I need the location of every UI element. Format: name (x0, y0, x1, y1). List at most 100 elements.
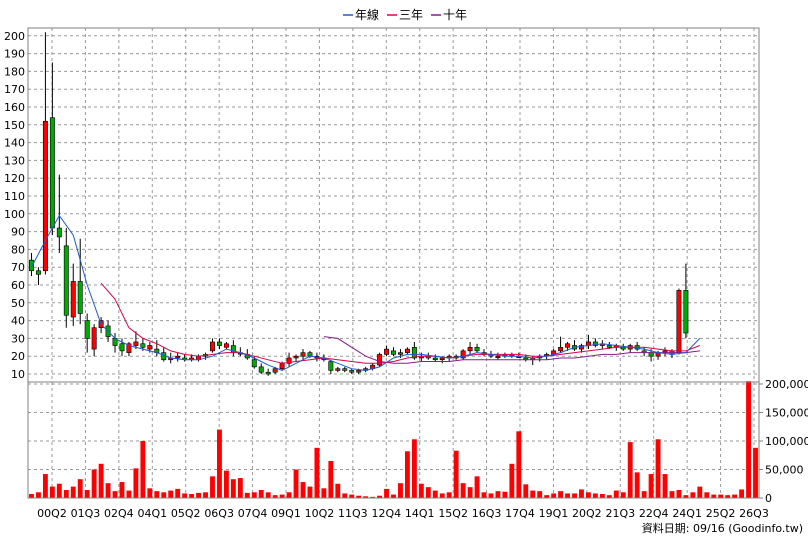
candle-body (377, 354, 383, 366)
candle-body (42, 120, 48, 272)
volume-bar (196, 492, 202, 498)
x-axis: 00Q2 01Q3 02Q4 04Q1 05Q2 06Q3 07Q4 09Q1 10Q2 11Q3… (37, 507, 769, 520)
volume-bar (189, 494, 195, 498)
volume-bar (648, 474, 654, 498)
volume-bar (704, 492, 710, 498)
candle-body (349, 370, 355, 373)
price-tick-label: 70 (11, 261, 25, 274)
volume-bar (634, 472, 640, 498)
candle-body (384, 348, 389, 355)
candle-body (70, 281, 76, 318)
volume-bar (662, 474, 668, 498)
price-tick-label: 140 (4, 137, 25, 150)
volume-bar (77, 479, 83, 498)
x-tick-label: 14Q1 (405, 507, 435, 520)
volume-bar (328, 460, 334, 498)
candle-body (606, 345, 612, 348)
price-tick-label: 40 (11, 315, 25, 328)
price-tick-label: 100 (4, 208, 25, 221)
price-tick-label: 60 (11, 279, 25, 292)
volume-bar (126, 490, 132, 498)
candle-body (307, 352, 313, 357)
volume-bar (516, 431, 522, 498)
candle-body (432, 357, 438, 361)
volume-bar (70, 486, 76, 498)
candle-body (676, 290, 682, 353)
volume-bar (342, 493, 348, 498)
volume-bar (725, 495, 731, 498)
candle-body (210, 341, 215, 352)
volume-bar (42, 474, 48, 498)
candle-body (84, 320, 90, 339)
price-tick-label: 200 (4, 30, 25, 43)
candle-body (63, 245, 69, 316)
volume-bar (63, 490, 69, 498)
candle-body (251, 359, 257, 368)
candle-body (223, 343, 229, 348)
volume-bar (746, 381, 751, 498)
volume-bar (488, 493, 494, 498)
volume-bar (467, 487, 473, 498)
volume-bar (606, 495, 612, 498)
volume-bar (203, 492, 208, 498)
volume-bar (453, 450, 459, 498)
price-tick-label: 180 (4, 65, 25, 78)
volume-bar (585, 492, 591, 498)
candle-body (77, 281, 83, 314)
candle-body (342, 368, 348, 371)
volume-bar (223, 470, 229, 498)
candle-body (293, 355, 299, 359)
volume-bar (314, 447, 320, 498)
volume-bar (161, 492, 167, 498)
candle-body (495, 355, 501, 359)
volume-bar (530, 490, 536, 498)
candle-body (119, 343, 125, 352)
ma-three-year-line (100, 282, 700, 364)
volume-bar (613, 490, 619, 498)
candle-body (56, 227, 62, 238)
candle-body (265, 371, 271, 375)
x-tick-label: 20Q2 (572, 507, 602, 520)
x-tick-label: 04Q1 (137, 507, 167, 520)
candle-body (300, 352, 306, 357)
x-tick-label: 25Q2 (706, 507, 736, 520)
volume-bars (29, 381, 758, 498)
volume-plot-frame (27, 381, 760, 499)
volume-bar (509, 463, 515, 498)
price-tick-label: 20 (11, 350, 25, 363)
volume-bar (265, 492, 271, 498)
volume-bar (697, 486, 703, 498)
x-tick-label: 21Q3 (605, 507, 635, 520)
x-tick-label: 24Q1 (672, 507, 702, 520)
candle-body (279, 363, 285, 369)
volume-bar (425, 487, 431, 498)
volume-bar (460, 483, 466, 498)
volume-bar (279, 494, 285, 498)
candle-body (398, 352, 403, 355)
volume-bar (286, 492, 292, 498)
candle-body (133, 341, 139, 346)
candle-body (216, 341, 222, 346)
x-tick-label: 00Q2 (37, 507, 67, 520)
volume-bar (321, 488, 327, 498)
volume-bar (384, 488, 389, 498)
price-tick-label: 150 (4, 119, 25, 132)
volume-bar (91, 469, 97, 498)
volume-bar (432, 490, 438, 498)
volume-bar (154, 491, 160, 498)
candle-body (335, 368, 341, 371)
volume-bar (481, 492, 487, 498)
candle-body (328, 361, 334, 371)
x-tick-label: 05Q2 (171, 507, 201, 520)
legend-label-year: 年線 (355, 7, 379, 22)
volume-bar (739, 489, 745, 498)
candle-body (467, 346, 473, 352)
volume-bar (168, 490, 174, 498)
volume-bar (140, 441, 146, 498)
volume-bar (537, 491, 543, 498)
volume-bar (349, 494, 355, 498)
price-tick-label: 50 (11, 297, 25, 310)
price-tick-label: 190 (4, 48, 25, 61)
volume-axis: 0 50,000 100,000 150,000 200,000 (759, 378, 808, 505)
